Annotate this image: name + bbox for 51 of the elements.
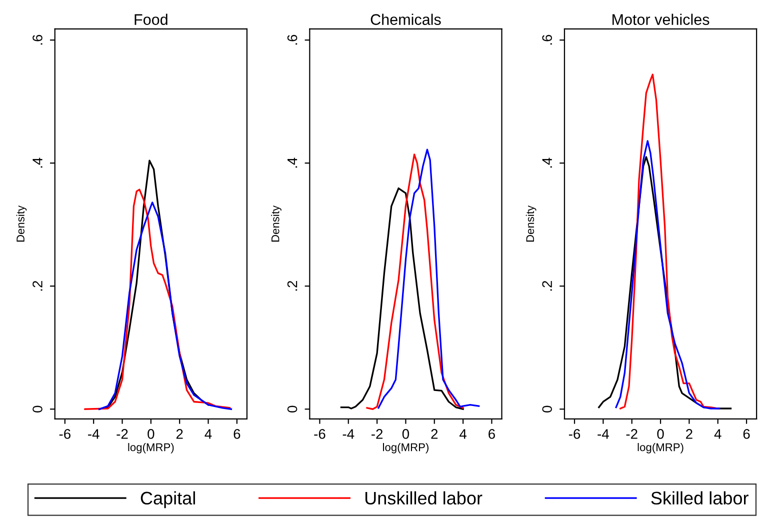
- x-tick-label: -2: [116, 429, 128, 439]
- x-tick-label: -2: [626, 429, 638, 439]
- y-axis-title: Density: [271, 205, 282, 242]
- line-series: [366, 154, 464, 410]
- x-tick-label: 6: [488, 429, 495, 439]
- y-tick-label: .6: [32, 34, 42, 45]
- x-tick-label: -6: [314, 429, 326, 439]
- x-tick-label: -6: [59, 429, 70, 439]
- line-series: [98, 202, 232, 410]
- x-tick-label: -6: [568, 429, 580, 439]
- x-tick-label: -4: [88, 429, 100, 439]
- line-series: [84, 188, 231, 410]
- x-tick-label: 4: [204, 429, 212, 439]
- y-axis-title: Density: [526, 205, 536, 242]
- chart-title: Chemicals: [370, 14, 441, 25]
- line-series: [378, 148, 480, 409]
- x-tick-label: 2: [431, 429, 438, 439]
- y-tick-label: 0: [542, 406, 552, 412]
- x-tick-label: -2: [371, 429, 383, 439]
- x-tick-label: 0: [657, 429, 664, 439]
- text: Capital: [140, 491, 195, 508]
- y-tick-label: .2: [32, 281, 42, 291]
- x-tick-label: 6: [743, 429, 750, 439]
- legend-label: Skilled labor: [651, 491, 748, 505]
- x-tick-label: 0: [148, 429, 154, 439]
- x-tick-label: 6: [234, 429, 240, 439]
- legend-label: Unskilled labor: [365, 491, 482, 505]
- line-series: [340, 187, 464, 410]
- x-tick-label: -4: [598, 429, 609, 439]
- chart-title: Food: [134, 14, 168, 25]
- chart-title: Motor vehicles: [612, 14, 710, 25]
- line-series: [615, 140, 720, 410]
- x-tick-label: 4: [460, 429, 467, 439]
- y-axis-title: Density: [16, 205, 27, 242]
- y-tick-label: .2: [542, 281, 552, 291]
- y-tick-label: .4: [32, 158, 42, 168]
- x-tick-label: 2: [176, 429, 183, 439]
- x-tick-label: 2: [686, 429, 692, 439]
- x-tick-label: 4: [714, 429, 722, 439]
- y-tick-label: 0: [287, 406, 298, 412]
- x-axis-title: log(MRP): [128, 443, 174, 454]
- y-tick-label: .2: [287, 281, 298, 291]
- y-tick-label: .6: [287, 34, 298, 45]
- x-axis-title: log(MRP): [638, 443, 684, 454]
- y-tick-label: .6: [542, 34, 552, 45]
- x-tick-label: 0: [402, 429, 410, 439]
- y-tick-label: 0: [32, 406, 42, 412]
- y-tick-label: .4: [288, 158, 298, 168]
- y-tick-label: .4: [542, 158, 552, 168]
- x-tick-label: -4: [342, 429, 354, 439]
- x-axis-title: log(MRP): [383, 443, 428, 454]
